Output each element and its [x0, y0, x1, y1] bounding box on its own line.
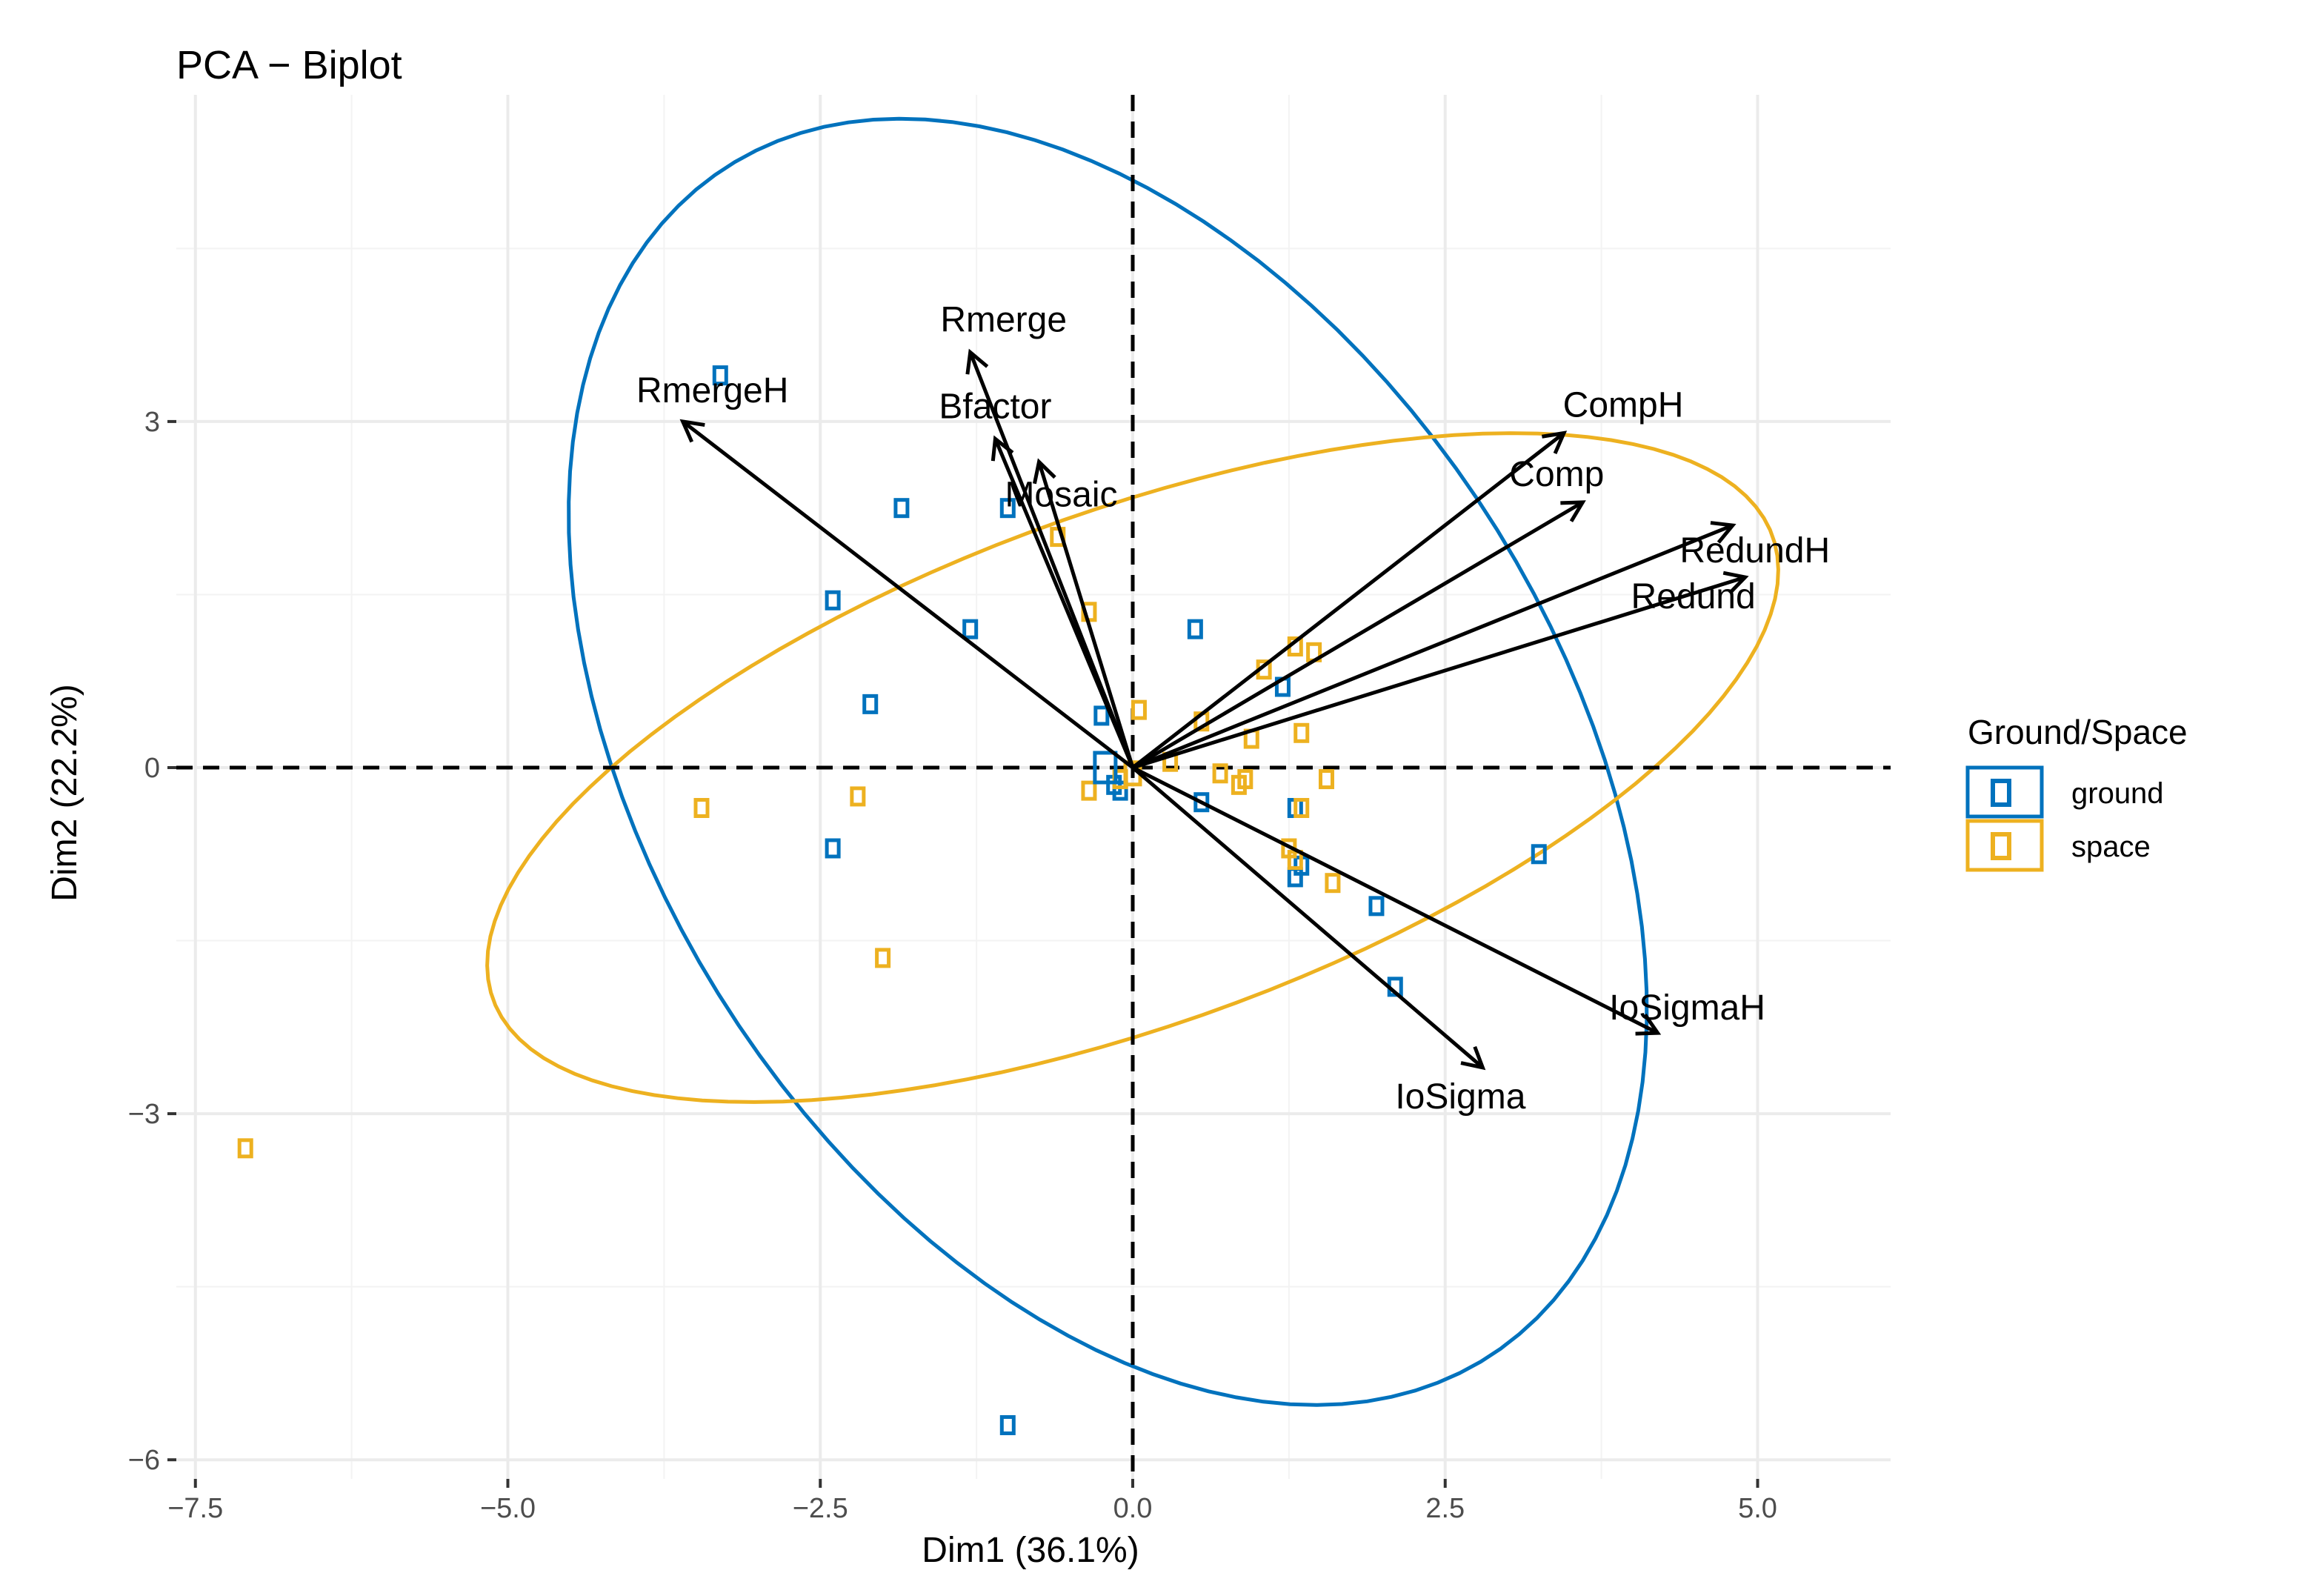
point-space [1293, 797, 1310, 818]
point-ground [862, 694, 879, 714]
variable-label-Bfactor: Bfactor [939, 387, 1051, 426]
point-ground [1193, 792, 1210, 813]
point-ground [1093, 705, 1110, 726]
variable-arrows [679, 348, 1749, 1071]
point-space [693, 797, 710, 818]
variable-label-Comp: Comp [1509, 455, 1604, 494]
y-tick-label: 3 [144, 407, 160, 438]
legend-title: Ground/Space [1968, 713, 2188, 751]
major-gridlines [176, 95, 1891, 1479]
x-tick-label: 5.0 [1738, 1493, 1777, 1524]
x-tick-label: −7.5 [167, 1493, 223, 1524]
x-tick-label: 0.0 [1113, 1493, 1153, 1524]
arrow-RmergeH [682, 419, 1134, 769]
arrow-Redund [1132, 575, 1746, 770]
variable-label-RmergeH: RmergeH [636, 371, 788, 410]
point-space [1212, 763, 1228, 784]
legend-key-space [1965, 819, 2044, 872]
x-tick-label: −5.0 [480, 1493, 536, 1524]
arrowhead-Redund [1722, 571, 1749, 595]
arrowhead-Bfactor [990, 435, 1014, 462]
y-axis-title: Dim2 (22.2%) [45, 684, 84, 901]
legend-item-space: space [1965, 819, 2151, 872]
point-ground [999, 1414, 1016, 1435]
arrowhead-Rmerge [965, 348, 989, 375]
x-tick-label: −2.5 [793, 1493, 848, 1524]
variable-label-Rmerge: Rmerge [940, 300, 1067, 339]
point-ground [712, 365, 728, 386]
point-space [1325, 873, 1341, 894]
legend-item-ground: ground [1965, 765, 2164, 819]
point-ground [1531, 844, 1547, 865]
y-tick-label: −3 [128, 1099, 160, 1130]
legend-label-space: space [2071, 831, 2151, 863]
chart-title: PCA − Biplot [176, 43, 402, 87]
arrowhead-RedundH [1710, 521, 1737, 544]
point-space [1131, 699, 1147, 720]
variable-label-Redund: Redund [1631, 577, 1756, 616]
arrow-IoSigma [1131, 766, 1484, 1069]
point-space [875, 948, 891, 968]
y-tick-label: −6 [128, 1445, 160, 1476]
variable-label-Mosaic: Mosaic [1005, 475, 1117, 514]
point-ground [893, 498, 910, 519]
point-ground [825, 838, 841, 859]
point-ground [999, 498, 1016, 519]
x-axis-title: Dim1 (36.1%) [922, 1531, 1139, 1570]
point-space [1081, 780, 1097, 801]
ellipse-ground [567, 116, 1649, 1407]
arrowhead-IoSigmaH [1635, 1013, 1662, 1036]
y-tick-label: 0 [144, 753, 160, 784]
point-space [1318, 769, 1334, 790]
variable-label-IoSigma: IoSigma [1395, 1077, 1525, 1117]
legend-point-space [1991, 832, 2011, 860]
minor-gridlines [176, 95, 1891, 1479]
arrowhead-CompH [1541, 430, 1568, 454]
variable-label-CompH: CompH [1563, 385, 1684, 425]
x-axis-ticks: −7.5 −5.0 −2.5 0.0 2.5 5.0 [167, 1479, 1777, 1524]
reference-lines [176, 95, 1891, 1479]
point-ground [1112, 780, 1128, 801]
variable-label-IoSigmaH: IoSigmaH [1609, 988, 1765, 1028]
x-tick-label: 2.5 [1425, 1493, 1465, 1524]
arrow-RedundH [1132, 523, 1734, 770]
ellipse-space [485, 431, 1780, 1104]
group-mean-ground [1093, 751, 1118, 785]
arrowhead-RmergeH [679, 419, 705, 443]
arrow-CompH [1131, 431, 1565, 769]
point-ground [1368, 896, 1385, 917]
arrow-Mosaic [1037, 461, 1135, 768]
point-space [1293, 722, 1310, 743]
legend-point-ground [1991, 779, 2011, 807]
arrowhead-Mosaic [1032, 458, 1056, 485]
legend: Ground/Space ground space [1965, 713, 2188, 872]
arrow-IoSigmaH [1131, 765, 1659, 1035]
y-axis-ticks: −6 −3 0 3 [128, 407, 176, 1476]
point-ground [825, 590, 841, 611]
point-ground [962, 619, 979, 639]
point-space [1237, 769, 1253, 790]
point-space [850, 786, 866, 807]
individual-points [237, 365, 1547, 1435]
confidence-ellipses [485, 116, 1780, 1407]
point-space [237, 1138, 253, 1159]
arrow-Comp [1131, 500, 1584, 770]
arrow-Bfactor [993, 438, 1135, 768]
legend-label-ground: ground [2071, 777, 2164, 810]
variable-labels: Rmerge RmergeH Bfactor Mosaic CompH Comp Redun… [636, 300, 1830, 1116]
point-ground [1187, 619, 1203, 639]
arrowhead-Comp [1560, 500, 1586, 522]
arrowhead-IoSigma [1460, 1045, 1486, 1071]
variable-label-RedundH: RedundH [1679, 531, 1830, 571]
